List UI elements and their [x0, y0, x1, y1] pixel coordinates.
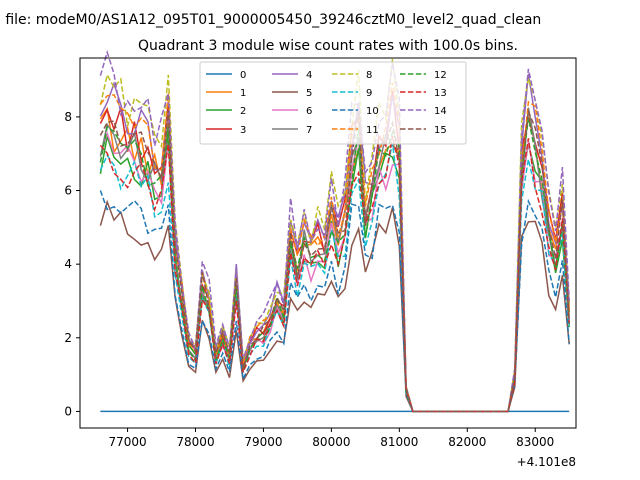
x-tick-label: 77000 — [108, 435, 146, 449]
legend-label-10: 10 — [366, 106, 379, 117]
legend-label-11: 11 — [366, 125, 379, 136]
legend-label-4: 4 — [306, 70, 312, 81]
x-axis: 77000 78000 79000 80000 81000 82000 83000 — [108, 428, 554, 449]
series-line-13 — [99, 135, 570, 413]
legend-label-9: 9 — [366, 88, 372, 99]
x-tick-label: 80000 — [312, 435, 350, 449]
legend-label-12: 12 — [434, 70, 447, 81]
x-tick-label: 82000 — [448, 435, 486, 449]
chart-suptitle: n file: modeM0/AS1A12_095T01_9000005450_… — [0, 12, 541, 28]
series-layer — [99, 49, 570, 413]
series-line-14 — [99, 49, 570, 413]
axes-frame — [79, 57, 577, 429]
y-tick-label: 2 — [64, 331, 72, 345]
series-line-15 — [99, 108, 570, 413]
legend-label-14: 14 — [434, 106, 447, 117]
legend-label-2: 2 — [240, 106, 246, 117]
legend-label-13: 13 — [434, 88, 447, 99]
y-tick-label: 0 — [64, 404, 72, 418]
x-tick-label: 78000 — [176, 435, 214, 449]
legend-label-5: 5 — [306, 88, 312, 99]
legend-label-8: 8 — [366, 70, 372, 81]
legend-label-1: 1 — [240, 88, 246, 99]
y-tick-label: 4 — [64, 257, 72, 271]
x-tick-label: 79000 — [244, 435, 282, 449]
legend-label-3: 3 — [240, 125, 246, 136]
x-tick-label: 83000 — [516, 435, 554, 449]
legend-label-7: 7 — [306, 125, 312, 136]
legend-box — [199, 61, 467, 145]
x-axis-offset-label: +4.101e8 — [517, 455, 576, 469]
legend-label-6: 6 — [306, 106, 312, 117]
y-tick-label: 6 — [64, 184, 72, 198]
chart-title: Quadrant 3 module wise count rates with … — [138, 38, 518, 54]
x-tick-label: 81000 — [380, 435, 418, 449]
y-tick-label: 8 — [64, 110, 72, 124]
legend-label-0: 0 — [240, 70, 246, 81]
y-axis: 0 2 4 6 8 — [64, 110, 80, 418]
legend-label-15: 15 — [434, 125, 447, 136]
